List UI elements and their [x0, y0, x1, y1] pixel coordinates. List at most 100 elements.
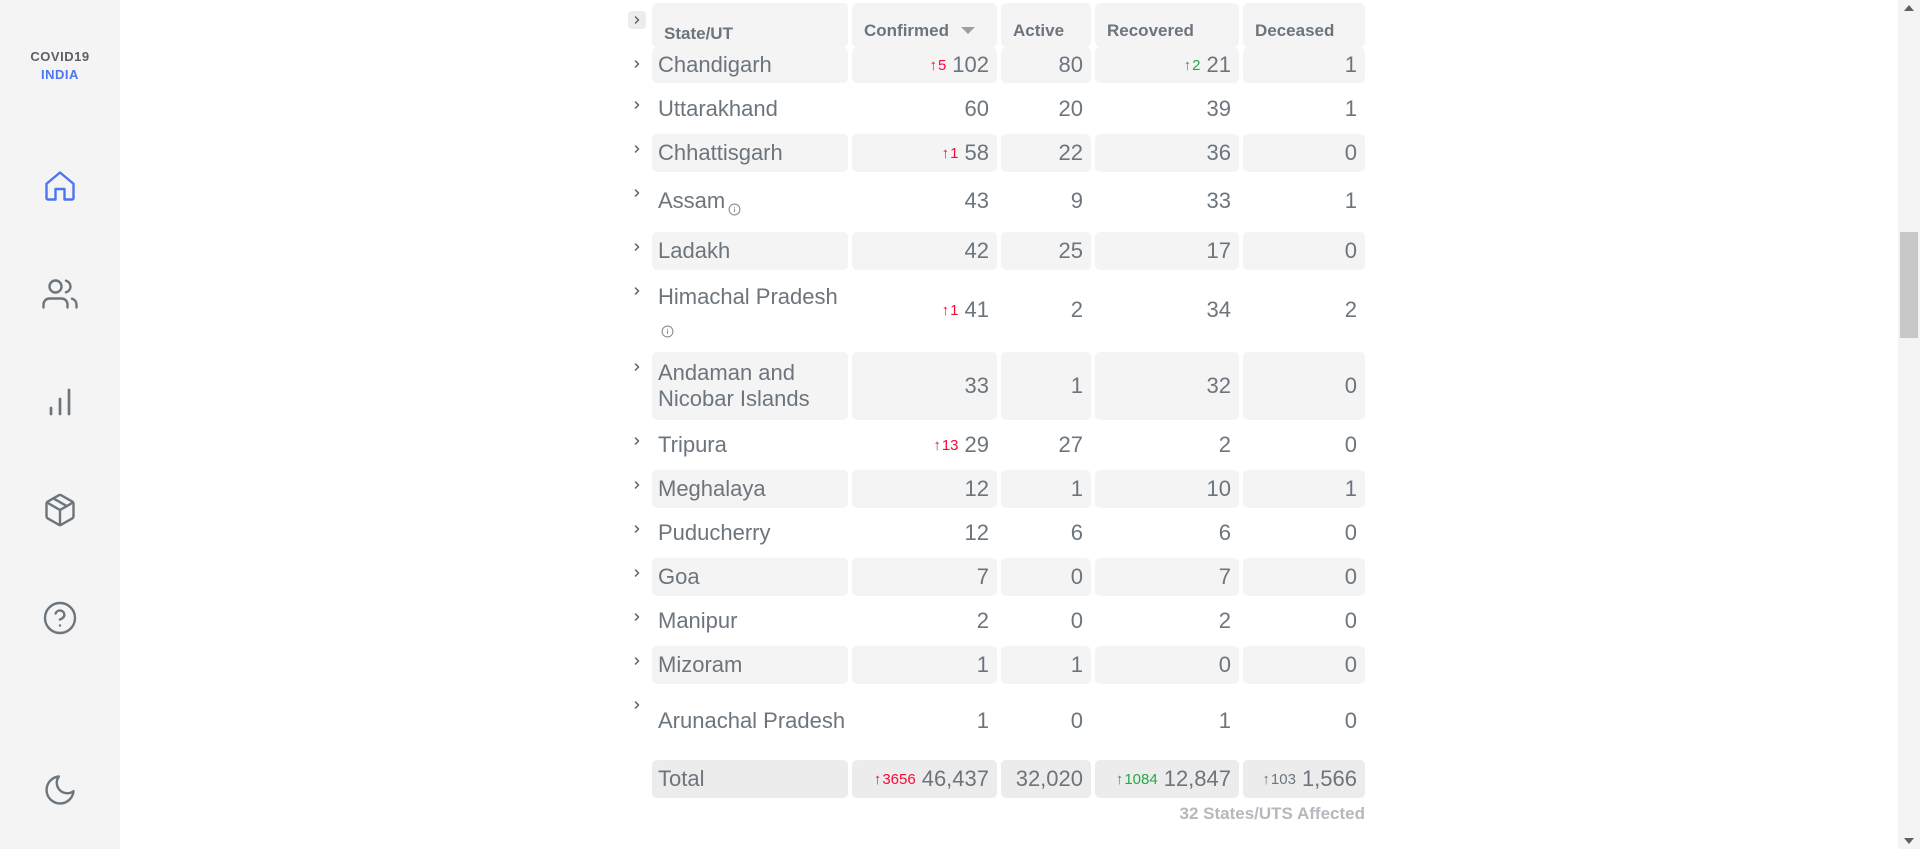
state-name-wrap: Tripura — [658, 432, 727, 458]
state-name-cell[interactable]: Himachal Pradesh — [652, 276, 848, 344]
row-expand-toggle[interactable] — [628, 238, 646, 256]
recovered-cell: 6 — [1095, 514, 1239, 552]
table-row[interactable]: Himachal Pradesh ↑ 1 41 2 34 2 — [620, 276, 1365, 344]
chevron-right-icon — [634, 16, 640, 24]
active-cell: 1 — [1001, 470, 1091, 508]
state-name-cell[interactable]: Uttarakhand — [652, 90, 848, 128]
state-name-cell[interactable]: Mizoram — [652, 646, 848, 684]
nav-essentials[interactable] — [40, 490, 80, 530]
recovered-value: 2 — [1218, 432, 1231, 457]
header-confirmed[interactable]: Confirmed — [852, 3, 997, 47]
table-row[interactable]: Chandigarh ↑ 5 102 80 ↑ 2 21 1 — [620, 47, 1365, 83]
nav-deep-dive[interactable] — [40, 382, 80, 422]
row-expand-toggle[interactable] — [628, 608, 646, 626]
state-name-cell[interactable]: Manipur — [652, 602, 848, 640]
state-name-cell[interactable]: Arunachal Pradesh — [652, 690, 848, 752]
deceased-value: 0 — [1344, 520, 1357, 545]
recovered-cell: ↑ 2 21 — [1095, 47, 1239, 83]
delta-up-arrow-icon: ↑ — [929, 56, 937, 74]
sort-desc-icon[interactable] — [961, 27, 975, 34]
table-row[interactable]: Meghalaya 12 1 10 1 — [620, 470, 1365, 508]
table-row[interactable]: Andaman and Nicobar Islands 33 1 32 0 — [620, 352, 1365, 420]
moon-icon — [45, 775, 75, 805]
row-expand-toggle[interactable] — [628, 96, 646, 114]
recovered-cell: 2 — [1095, 426, 1239, 464]
confirmed-cell: 60 — [852, 90, 997, 128]
header-active[interactable]: Active — [1001, 3, 1091, 47]
row-expand-toggle[interactable] — [628, 55, 646, 73]
deceased-cell: 0 — [1243, 232, 1365, 270]
state-name-cell[interactable]: Goa — [652, 558, 848, 596]
table-row[interactable]: Manipur 2 0 2 0 — [620, 602, 1365, 640]
deceased-value: 0 — [1344, 608, 1357, 633]
confirmed-cell: 1 — [852, 690, 997, 752]
chevron-right-icon — [634, 569, 640, 577]
dark-mode-toggle[interactable] — [40, 770, 80, 810]
row-expand-toggle[interactable] — [628, 358, 646, 376]
header-state[interactable]: State/UT — [652, 3, 848, 47]
row-expand-toggle[interactable] — [628, 184, 646, 202]
state-name-cell[interactable]: Ladakh — [652, 232, 848, 270]
state-name-cell[interactable]: Meghalaya — [652, 470, 848, 508]
total-confirmed-delta: ↑ 3656 — [874, 771, 916, 788]
info-icon[interactable] — [661, 318, 674, 338]
row-expand-toggle[interactable] — [628, 282, 646, 300]
recovered-value: 21 — [1206, 52, 1231, 77]
row-expand-toggle[interactable] — [628, 140, 646, 158]
state-name-cell[interactable]: Puducherry — [652, 514, 848, 552]
state-name-wrap: Meghalaya — [658, 476, 766, 502]
state-name-cell[interactable]: Chhattisgarh — [652, 134, 848, 172]
state-name-cell[interactable]: Andaman and Nicobar Islands — [652, 352, 848, 420]
row-expand-toggle[interactable] — [628, 652, 646, 670]
header-deceased[interactable]: Deceased — [1243, 3, 1365, 47]
table-row[interactable]: Uttarakhand 60 20 39 1 — [620, 90, 1365, 128]
row-expand-toggle[interactable] — [628, 564, 646, 582]
deceased-cell: 2 — [1243, 276, 1365, 344]
active-cell: 1 — [1001, 646, 1091, 684]
nav-demographics[interactable] — [40, 274, 80, 314]
recovered-cell: 2 — [1095, 602, 1239, 640]
confirmed-cell: 12 — [852, 514, 997, 552]
active-value: 1 — [1070, 652, 1083, 677]
state-name: Mizoram — [658, 652, 743, 677]
table-row[interactable]: Puducherry 12 6 6 0 — [620, 514, 1365, 552]
table-row[interactable]: Chhattisgarh ↑ 1 58 22 36 0 — [620, 134, 1365, 172]
confirmed-cell: ↑ 5 102 — [852, 47, 997, 83]
header-recovered[interactable]: Recovered — [1095, 3, 1239, 47]
active-cell: 0 — [1001, 602, 1091, 640]
state-name-cell[interactable]: Tripura — [652, 426, 848, 464]
scrollbar-thumb[interactable] — [1900, 232, 1918, 338]
row-expand-toggle[interactable] — [628, 520, 646, 538]
table-row[interactable]: Ladakh 42 25 17 0 — [620, 232, 1365, 270]
deceased-cell: 1 — [1243, 470, 1365, 508]
row-expand-toggle[interactable] — [628, 696, 646, 714]
info-icon[interactable] — [728, 196, 741, 216]
nav-faq[interactable] — [40, 598, 80, 638]
state-name-wrap: Puducherry — [658, 520, 771, 546]
table-row[interactable]: Mizoram 1 1 0 0 — [620, 646, 1365, 684]
recovered-delta: ↑ 2 — [1184, 57, 1201, 74]
table-row[interactable]: Tripura ↑ 13 29 27 2 0 — [620, 426, 1365, 464]
scrollbar[interactable] — [1898, 0, 1920, 849]
deceased-value: 1 — [1344, 476, 1357, 501]
users-icon — [42, 279, 78, 309]
table-row[interactable]: Arunachal Pradesh 1 0 1 0 — [620, 690, 1365, 752]
scroll-down-arrow[interactable] — [1904, 838, 1914, 844]
confirmed-value: 60 — [964, 96, 989, 121]
app-logo[interactable]: COVID19 INDIA — [0, 48, 120, 84]
expand-all-toggle[interactable] — [628, 11, 646, 29]
nav-home[interactable] — [40, 166, 80, 206]
row-expand-toggle[interactable] — [628, 432, 646, 450]
state-name-cell[interactable]: Chandigarh — [652, 47, 848, 83]
row-expand-toggle[interactable] — [628, 476, 646, 494]
chevron-right-icon — [634, 363, 640, 371]
active-cell: 80 — [1001, 47, 1091, 83]
table-row[interactable]: Goa 7 0 7 0 — [620, 558, 1365, 596]
table-row[interactable]: Assam 43 9 33 1 — [620, 178, 1365, 224]
state-name-cell[interactable]: Assam — [652, 178, 848, 224]
scroll-up-arrow[interactable] — [1904, 5, 1914, 11]
state-name-wrap: Goa — [658, 564, 700, 590]
total-recovered-value: 12,847 — [1163, 766, 1231, 791]
chevron-right-icon — [634, 525, 640, 533]
state-name-wrap: Mizoram — [658, 652, 742, 678]
